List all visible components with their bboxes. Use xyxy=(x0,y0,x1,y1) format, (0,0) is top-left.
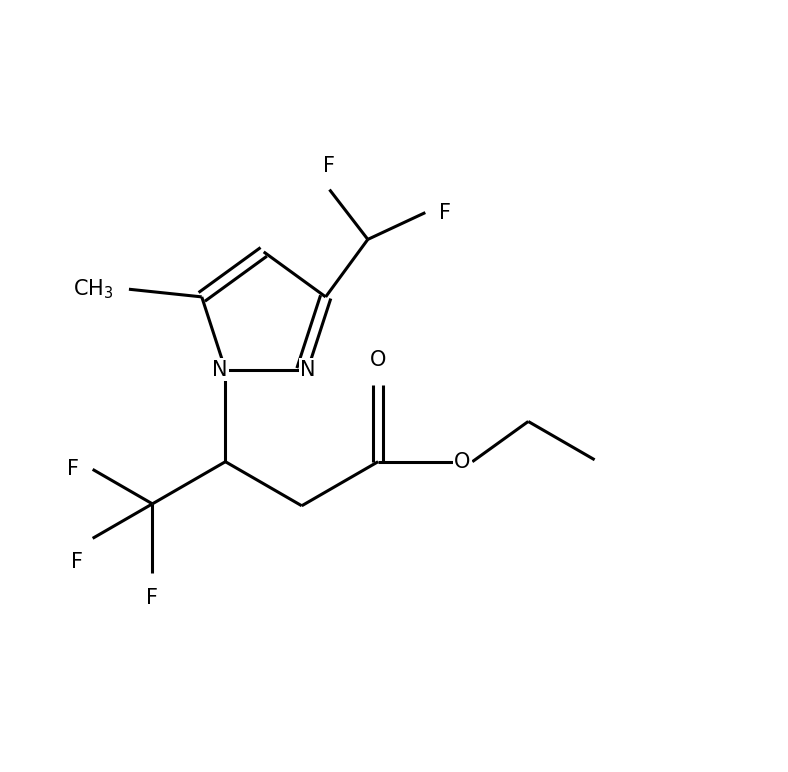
Text: F: F xyxy=(324,156,336,176)
Text: F: F xyxy=(72,552,84,572)
Text: CH$_3$: CH$_3$ xyxy=(73,277,113,301)
Text: F: F xyxy=(147,588,158,608)
Text: F: F xyxy=(439,202,451,222)
Text: F: F xyxy=(67,459,79,479)
Text: O: O xyxy=(454,452,470,472)
Text: N: N xyxy=(300,360,316,380)
Text: N: N xyxy=(211,360,227,380)
Text: O: O xyxy=(370,350,386,370)
